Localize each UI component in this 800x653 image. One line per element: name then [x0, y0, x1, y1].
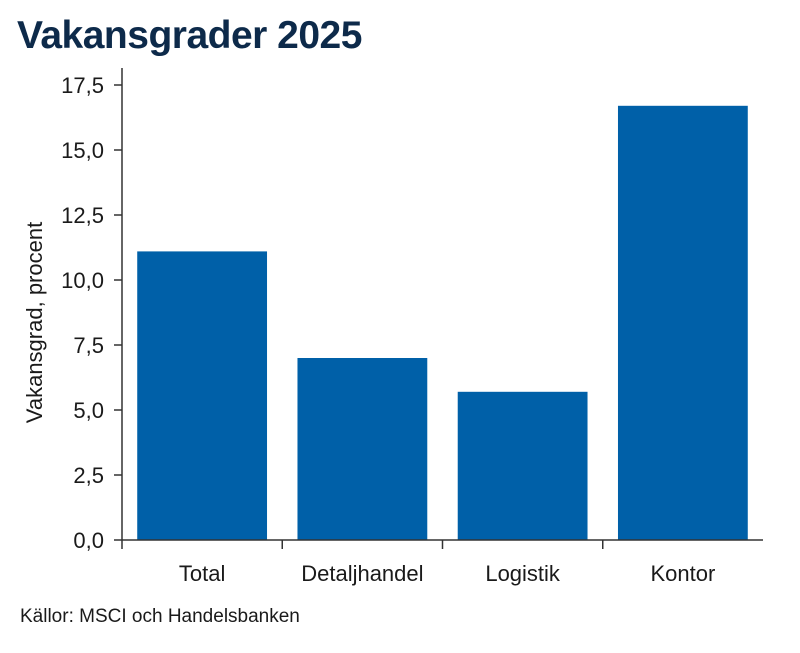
y-tick-label: 0,0: [73, 528, 104, 553]
y-tick-label: 5,0: [73, 398, 104, 423]
chart-title: Vakansgrader 2025: [17, 14, 362, 57]
x-tick-label: Total: [179, 561, 225, 586]
y-tick-label: 2,5: [73, 463, 104, 488]
source-note: Källor: MSCI och Handelsbanken: [20, 606, 300, 627]
y-tick-label: 17,5: [61, 73, 104, 98]
bars-layer: [137, 105, 748, 541]
x-tick-label: Logistik: [485, 561, 561, 586]
x-tick-label: Detaljhandel: [301, 561, 423, 586]
bar-detaljhandel: [297, 358, 428, 540]
bar-total: [137, 251, 268, 540]
y-axis-title: Vakansgrad, procent: [22, 222, 47, 423]
bar-logistik: [457, 391, 588, 540]
x-tick-label: Kontor: [650, 561, 715, 586]
y-tick-label: 12,5: [61, 203, 104, 228]
y-ticks-layer: 0,0 2,5 5,0 7,5 10,0 12,5 15,0 17,5: [61, 73, 122, 553]
bar-kontor: [617, 105, 748, 541]
x-ticks-layer: Total Detaljhandel Logistik Kontor: [121, 540, 715, 586]
y-tick-label: 15,0: [61, 138, 104, 163]
y-tick-label: 7,5: [73, 333, 104, 358]
y-tick-label: 10,0: [61, 268, 104, 293]
